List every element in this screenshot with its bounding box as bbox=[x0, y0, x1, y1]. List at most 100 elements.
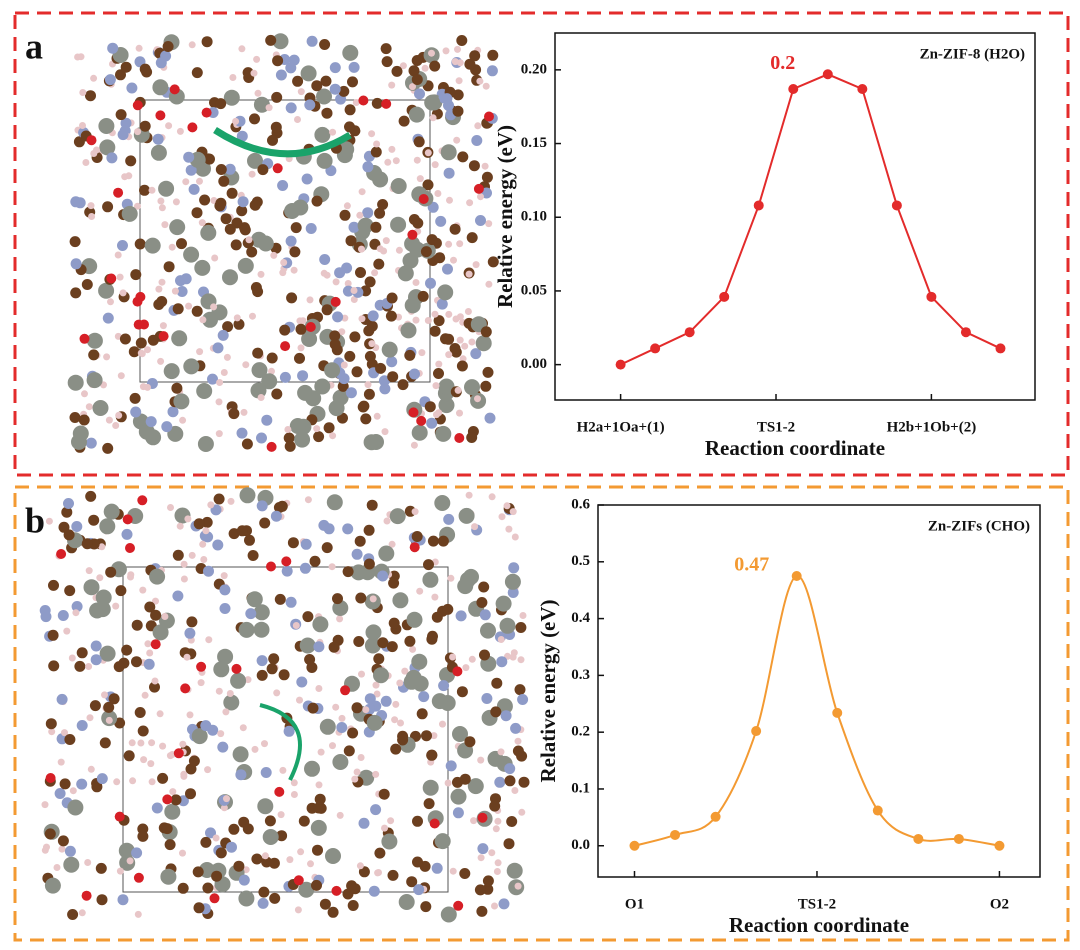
atom bbox=[417, 290, 429, 302]
atom bbox=[395, 246, 403, 254]
atom bbox=[327, 906, 339, 918]
atom bbox=[209, 893, 220, 904]
atom bbox=[510, 722, 522, 734]
atom bbox=[99, 737, 111, 749]
point bbox=[650, 343, 661, 354]
atom bbox=[315, 781, 323, 789]
atom bbox=[482, 366, 494, 378]
atom bbox=[138, 350, 146, 358]
atom bbox=[171, 382, 183, 394]
atom bbox=[112, 422, 120, 429]
atom bbox=[434, 495, 451, 511]
atom bbox=[323, 422, 335, 434]
atom bbox=[76, 647, 88, 659]
atom bbox=[259, 517, 271, 529]
atom bbox=[150, 639, 161, 650]
atom bbox=[377, 637, 389, 649]
y-tick-label: 0.1 bbox=[571, 780, 590, 796]
atom bbox=[146, 649, 154, 657]
atom bbox=[71, 521, 83, 532]
atom bbox=[107, 42, 119, 54]
atom bbox=[329, 330, 341, 342]
atom bbox=[239, 724, 247, 732]
atom bbox=[268, 367, 275, 375]
atom bbox=[426, 234, 438, 246]
atom bbox=[163, 363, 180, 380]
atom bbox=[358, 95, 369, 106]
atom bbox=[126, 857, 134, 865]
atom bbox=[158, 331, 169, 342]
atom bbox=[227, 497, 235, 505]
atom bbox=[511, 787, 519, 794]
atom bbox=[158, 204, 166, 212]
atom bbox=[411, 653, 428, 670]
atom bbox=[310, 819, 327, 836]
atom bbox=[397, 719, 404, 727]
point bbox=[670, 829, 681, 840]
atom bbox=[363, 325, 375, 337]
atom bbox=[311, 80, 323, 92]
atom bbox=[117, 129, 129, 141]
atom bbox=[356, 211, 364, 219]
atom bbox=[292, 622, 300, 629]
x-tick-label: H2b+1Ob+(2) bbox=[887, 419, 977, 435]
atom bbox=[230, 239, 242, 251]
atom bbox=[455, 610, 467, 622]
atom bbox=[114, 811, 125, 822]
atom bbox=[517, 656, 525, 664]
atom bbox=[128, 346, 140, 358]
atom bbox=[63, 627, 71, 635]
atom bbox=[279, 269, 287, 277]
atom bbox=[207, 501, 215, 509]
atom bbox=[115, 585, 127, 597]
atom bbox=[156, 710, 164, 718]
atom bbox=[294, 431, 311, 448]
atom bbox=[168, 243, 176, 251]
atom bbox=[462, 664, 470, 672]
atom bbox=[272, 163, 283, 174]
atom bbox=[88, 514, 100, 526]
atom bbox=[470, 348, 482, 360]
point bbox=[753, 200, 764, 211]
atom bbox=[194, 259, 211, 276]
atom bbox=[71, 601, 83, 612]
atom bbox=[314, 793, 326, 805]
atom bbox=[362, 706, 370, 714]
atom bbox=[139, 120, 151, 132]
atom bbox=[76, 778, 88, 790]
atom bbox=[172, 303, 184, 315]
atom bbox=[477, 843, 489, 855]
atom bbox=[503, 502, 511, 510]
atom bbox=[257, 235, 274, 252]
atom bbox=[342, 44, 359, 61]
atom bbox=[315, 685, 323, 692]
atom bbox=[121, 528, 133, 540]
atom bbox=[212, 539, 224, 551]
atom bbox=[188, 41, 196, 49]
atom bbox=[387, 817, 395, 825]
atom bbox=[332, 703, 340, 711]
atom bbox=[184, 627, 196, 639]
atom bbox=[125, 543, 135, 553]
atom bbox=[452, 666, 463, 677]
atom bbox=[445, 240, 453, 248]
atom bbox=[443, 513, 455, 525]
atom bbox=[157, 772, 169, 784]
atom bbox=[226, 187, 238, 199]
atom bbox=[286, 292, 298, 304]
atom bbox=[247, 550, 259, 561]
atom bbox=[281, 565, 293, 577]
chart-title: Zn-ZIFs (CHO) bbox=[928, 518, 1030, 534]
atom bbox=[468, 655, 476, 663]
atom bbox=[344, 280, 352, 287]
atom bbox=[160, 868, 177, 885]
atom bbox=[253, 621, 270, 638]
atom bbox=[155, 57, 167, 69]
atom bbox=[408, 106, 425, 123]
atom bbox=[276, 830, 288, 842]
atom bbox=[257, 164, 269, 176]
atom bbox=[217, 329, 229, 341]
atom bbox=[438, 680, 450, 692]
atom bbox=[215, 164, 227, 175]
atom bbox=[102, 442, 114, 454]
